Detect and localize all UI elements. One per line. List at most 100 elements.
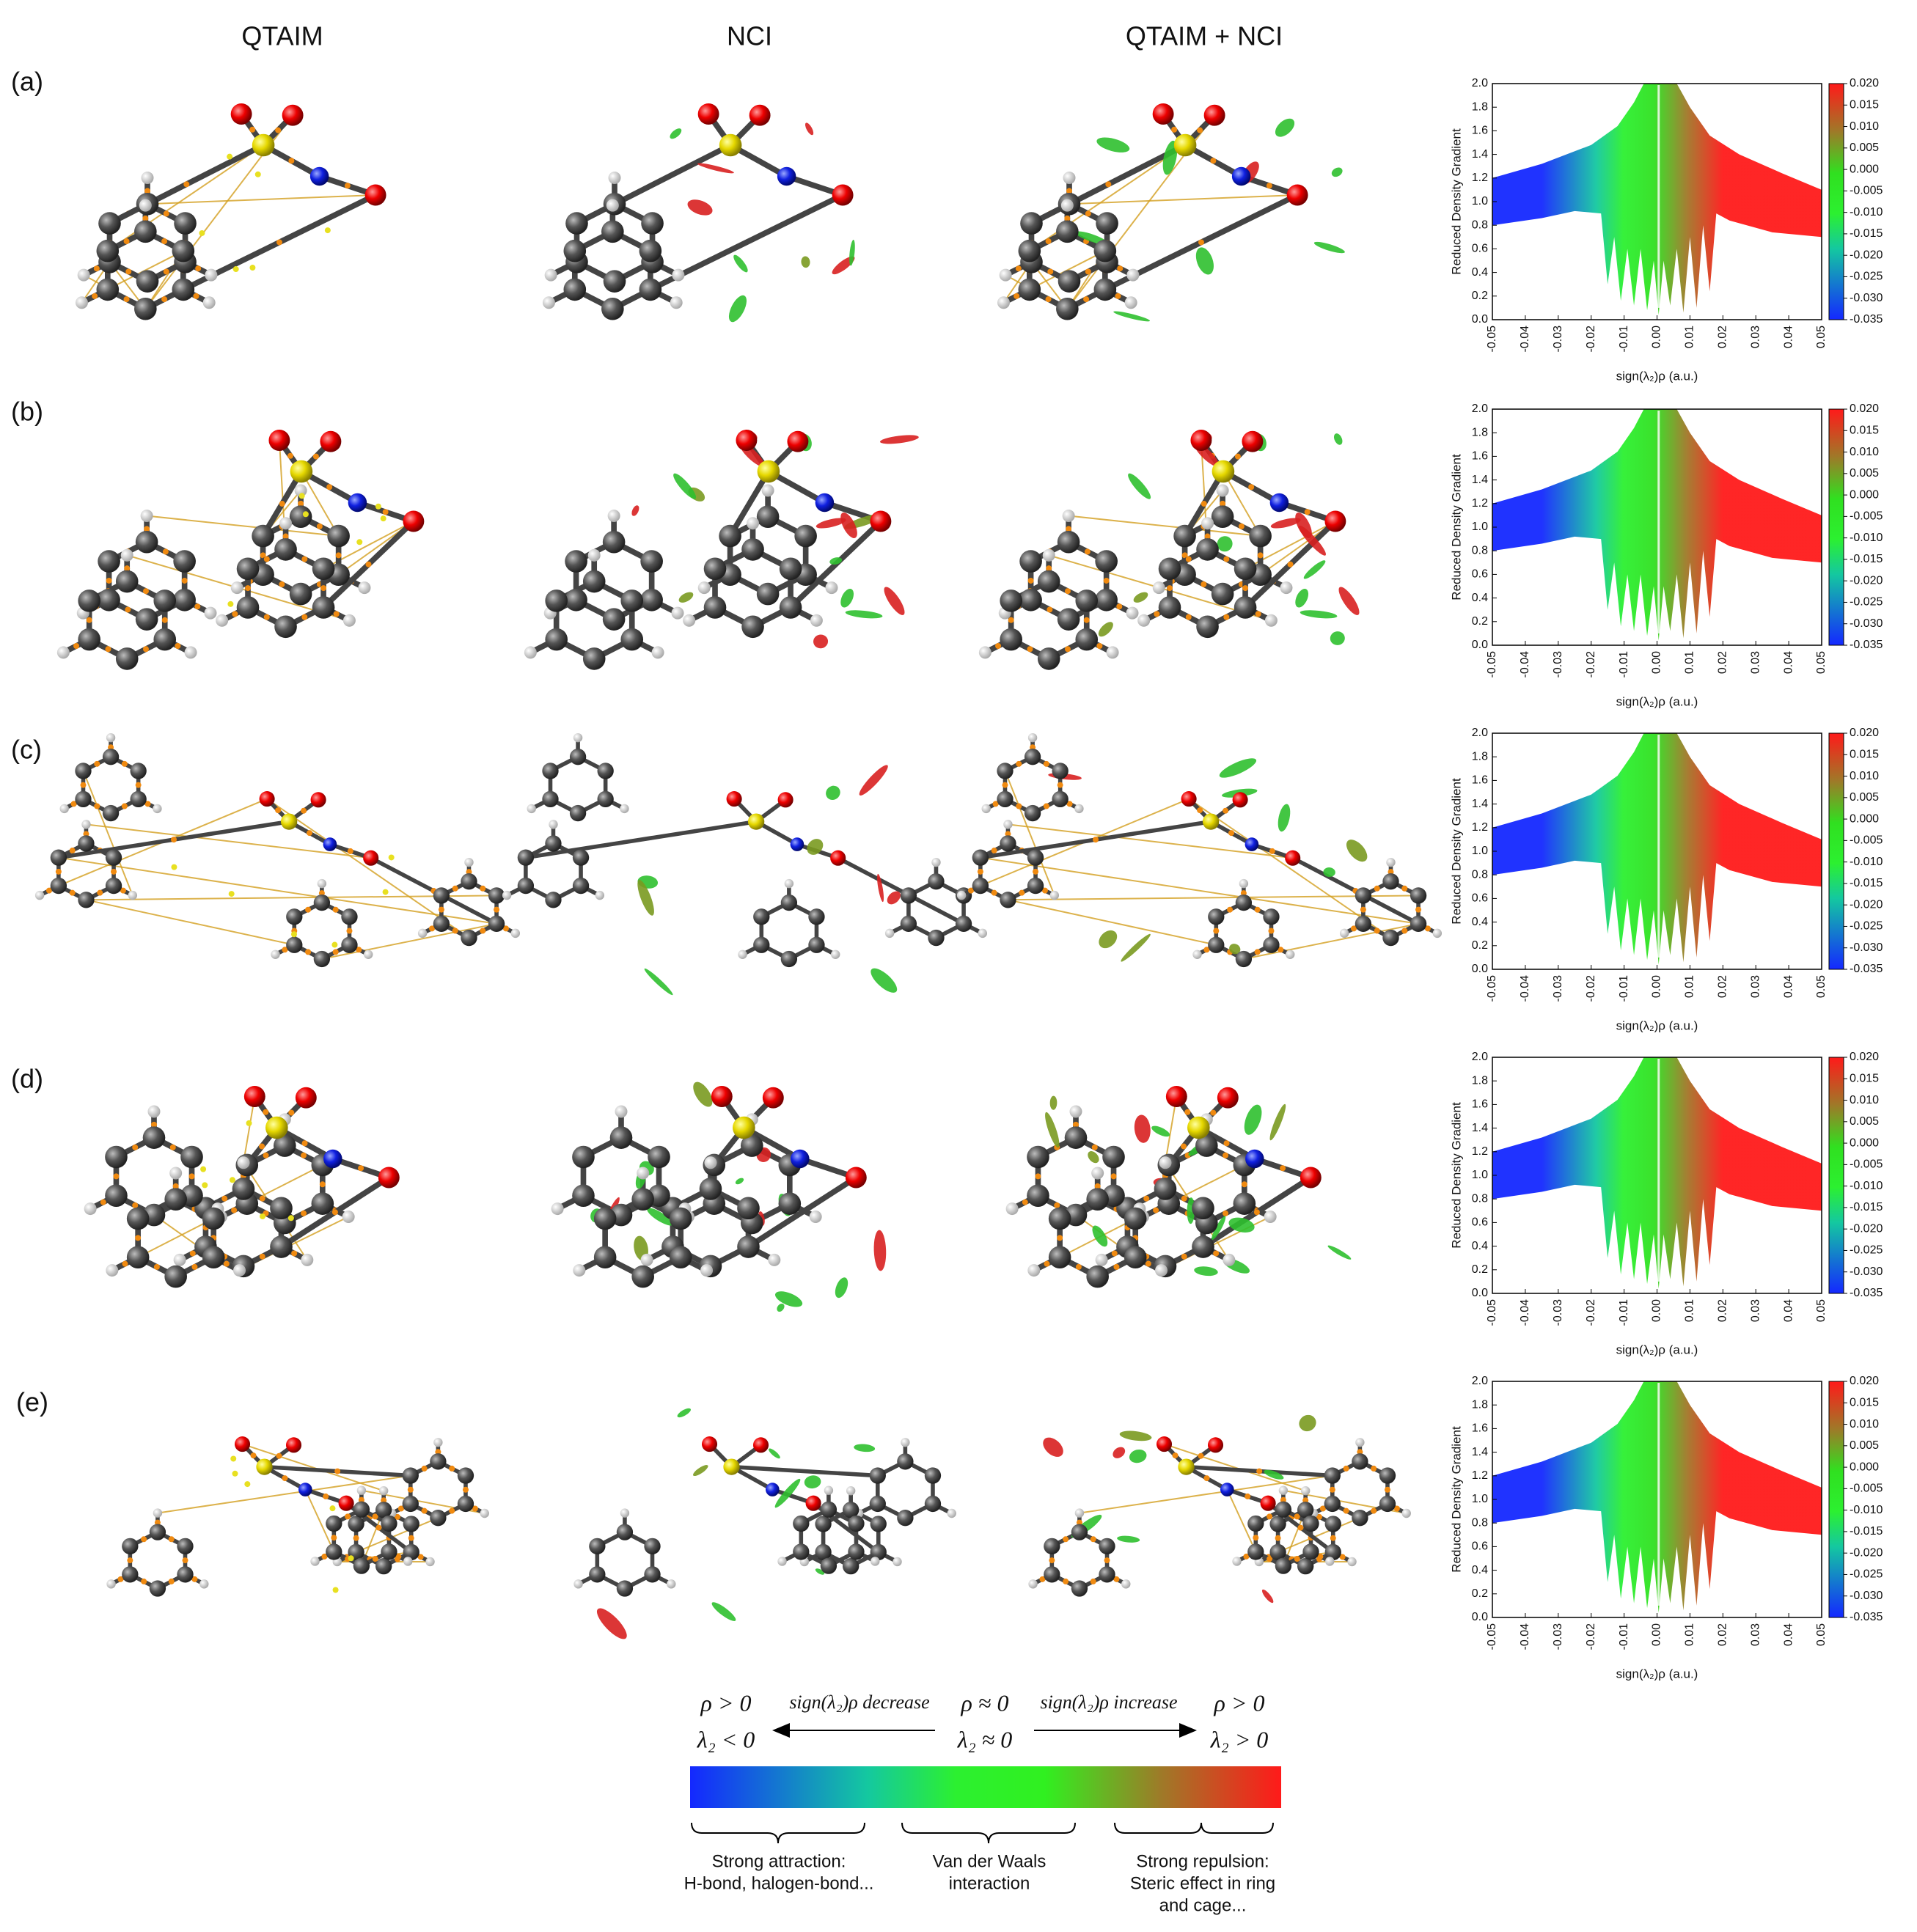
bond-critical-point [70, 801, 77, 807]
colorbar-tick-label: -0.025 [1850, 1568, 1883, 1581]
atom [139, 199, 152, 212]
atom [126, 1207, 150, 1230]
y-tick-label: 0.6 [1472, 568, 1488, 581]
ring-critical-point [382, 889, 389, 895]
bond-critical-point [1076, 1519, 1082, 1526]
atom [831, 950, 840, 959]
atom [1024, 804, 1041, 822]
y-tick-label: 1.4 [1472, 1446, 1488, 1458]
nci-isosurface [687, 199, 713, 216]
y-tick-label: 0.6 [1472, 1540, 1488, 1553]
bond-critical-point [1027, 577, 1034, 584]
atom [790, 837, 804, 851]
bond-critical-point [1083, 296, 1090, 303]
atom [78, 589, 100, 612]
atom [488, 887, 505, 904]
atom [778, 1192, 802, 1215]
molecule-panels [34, 103, 1443, 1639]
bond-critical-point [967, 887, 974, 894]
y-tick-label: 0.4 [1472, 592, 1488, 604]
atom [670, 296, 683, 309]
bond-critical-point [1316, 1513, 1322, 1520]
atom [1234, 557, 1257, 581]
atom [34, 890, 45, 900]
atom [787, 430, 809, 452]
atom [639, 278, 662, 301]
bond-critical-point [1317, 1553, 1324, 1560]
bond-critical-point [472, 1505, 478, 1512]
x-tick-label: -0.04 [1519, 651, 1531, 678]
atom [815, 1543, 832, 1561]
bond-critical-point [86, 617, 92, 623]
bond-critical-point [125, 606, 131, 613]
bond-critical-point [260, 552, 266, 559]
bond-critical-point [142, 216, 149, 222]
bond-critical-point [429, 925, 436, 932]
x-tick-label: 0.05 [1815, 1623, 1828, 1646]
atom [205, 268, 218, 282]
colorbar-tick-label: -0.005 [1850, 1483, 1883, 1495]
atom [587, 548, 601, 562]
atom [353, 1501, 370, 1518]
bond-critical-point [1085, 268, 1091, 275]
nci-isosurface [644, 968, 673, 996]
bond-critical-point [191, 1263, 198, 1270]
ring-critical-point [200, 1166, 207, 1172]
bond-critical-point [1066, 526, 1072, 532]
atom [1211, 505, 1234, 529]
atom [1382, 873, 1399, 890]
atom [1275, 1557, 1292, 1574]
atom [997, 296, 1010, 309]
nci-isosurface [849, 240, 855, 266]
bond-critical-point [1096, 642, 1103, 649]
atom [265, 1116, 288, 1139]
y-tick-label: 0.0 [1472, 1287, 1488, 1299]
nci-isosurface [1264, 1469, 1284, 1480]
atom [378, 1486, 389, 1496]
x-tick-label: 0.00 [1651, 1623, 1663, 1646]
atom [381, 1543, 397, 1560]
bond-critical-point [153, 1263, 160, 1270]
atom [870, 510, 892, 532]
atom [1231, 166, 1251, 186]
atom [703, 557, 727, 581]
nci-isosurface [1129, 1449, 1147, 1463]
atom [75, 763, 92, 779]
atom [1060, 199, 1074, 212]
bond-path [86, 895, 497, 901]
bond-critical-point [263, 556, 270, 562]
atom [310, 1557, 320, 1566]
bond-critical-point [94, 803, 100, 809]
molecule [502, 732, 988, 996]
bond-critical-point [1185, 556, 1192, 562]
bond-critical-point [172, 1183, 179, 1189]
atom [1159, 1156, 1172, 1169]
atom [631, 1265, 654, 1288]
row-label: (b) [11, 397, 43, 427]
atom [595, 890, 605, 900]
bracket [691, 1822, 865, 1844]
atom [341, 908, 358, 925]
atom [928, 873, 945, 890]
y-tick-label: 0.4 [1472, 1240, 1488, 1252]
atom [312, 557, 335, 581]
x-tick-label: 0.05 [1815, 651, 1828, 674]
bond-critical-point [1085, 210, 1091, 217]
y-tick-label: 0.8 [1472, 1516, 1488, 1529]
atom [780, 894, 798, 911]
nci-isosurface [1299, 1414, 1316, 1432]
nci-isosurface [884, 587, 905, 615]
atom [762, 1087, 784, 1109]
atom [563, 239, 587, 262]
y-tick-label: 1.4 [1472, 798, 1488, 810]
bond-critical-point [144, 526, 150, 532]
bond-critical-point [276, 1452, 282, 1459]
bond-critical-point [259, 1143, 265, 1150]
bond-critical-point [132, 1144, 139, 1150]
y-tick-label: 0.4 [1472, 1564, 1488, 1576]
atom [620, 628, 644, 651]
atom [1208, 908, 1225, 925]
atom [808, 936, 825, 953]
atom [648, 1145, 670, 1169]
atom [164, 1265, 187, 1288]
